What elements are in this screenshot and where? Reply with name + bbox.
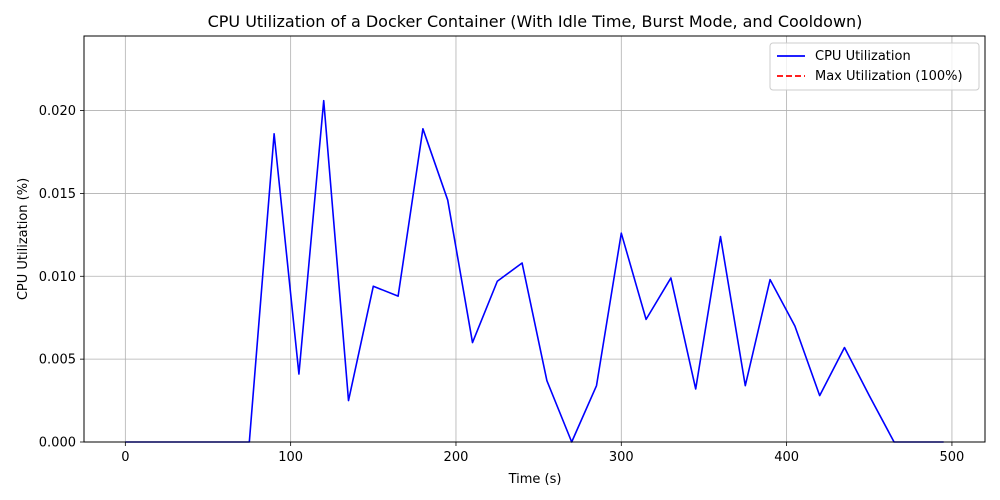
y-tick-label: 0.010 <box>39 270 76 285</box>
series-line-cpu-utilization <box>125 99 944 443</box>
chart-title: CPU Utilization of a Docker Container (W… <box>208 12 863 31</box>
legend: CPU Utilization Max Utilization (100%) <box>769 42 980 91</box>
plot-lines <box>125 99 944 443</box>
y-axis-label: CPU Utilization (%) <box>16 178 31 300</box>
grid <box>84 36 985 443</box>
y-tick-label: 0.015 <box>39 187 76 202</box>
axis-ticks: 0 100 200 300 400 500 0.000 0.005 0.010 0.015 0.02… <box>39 104 965 465</box>
y-tick-label: 0.020 <box>39 104 76 119</box>
x-axis-label: Time (s) <box>508 472 562 487</box>
x-tick-label: 500 <box>940 450 965 465</box>
x-tick-label: 200 <box>444 450 469 465</box>
legend-label-cpu-utilization: CPU Utilization <box>815 49 911 64</box>
legend-label-max-utilization: Max Utilization (100%) <box>815 69 963 84</box>
x-tick-label: 0 <box>121 450 129 465</box>
y-tick-label: 0.005 <box>39 353 76 368</box>
x-tick-label: 100 <box>278 450 303 465</box>
y-tick-label: 0.000 <box>39 436 76 451</box>
x-tick-label: 300 <box>609 450 634 465</box>
x-tick-label: 400 <box>774 450 799 465</box>
plot-area <box>83 35 986 443</box>
legend-box <box>769 42 980 91</box>
